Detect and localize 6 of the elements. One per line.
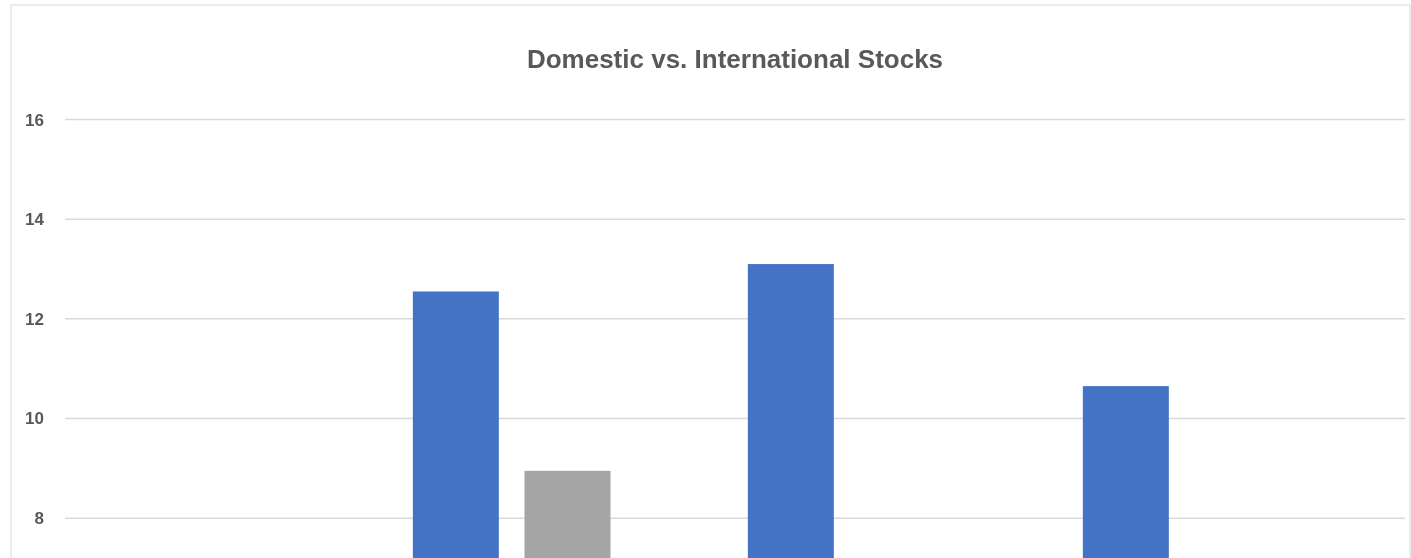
text: Domestic vs. International Stocks: [526, 44, 944, 74]
y-tick-label: 8: [34, 509, 44, 529]
y-tick-label: 12: [25, 309, 44, 329]
y-tick-label: 10: [25, 409, 44, 429]
y-tick-label: 16: [25, 110, 44, 130]
y-tick-label: 14: [25, 210, 45, 230]
